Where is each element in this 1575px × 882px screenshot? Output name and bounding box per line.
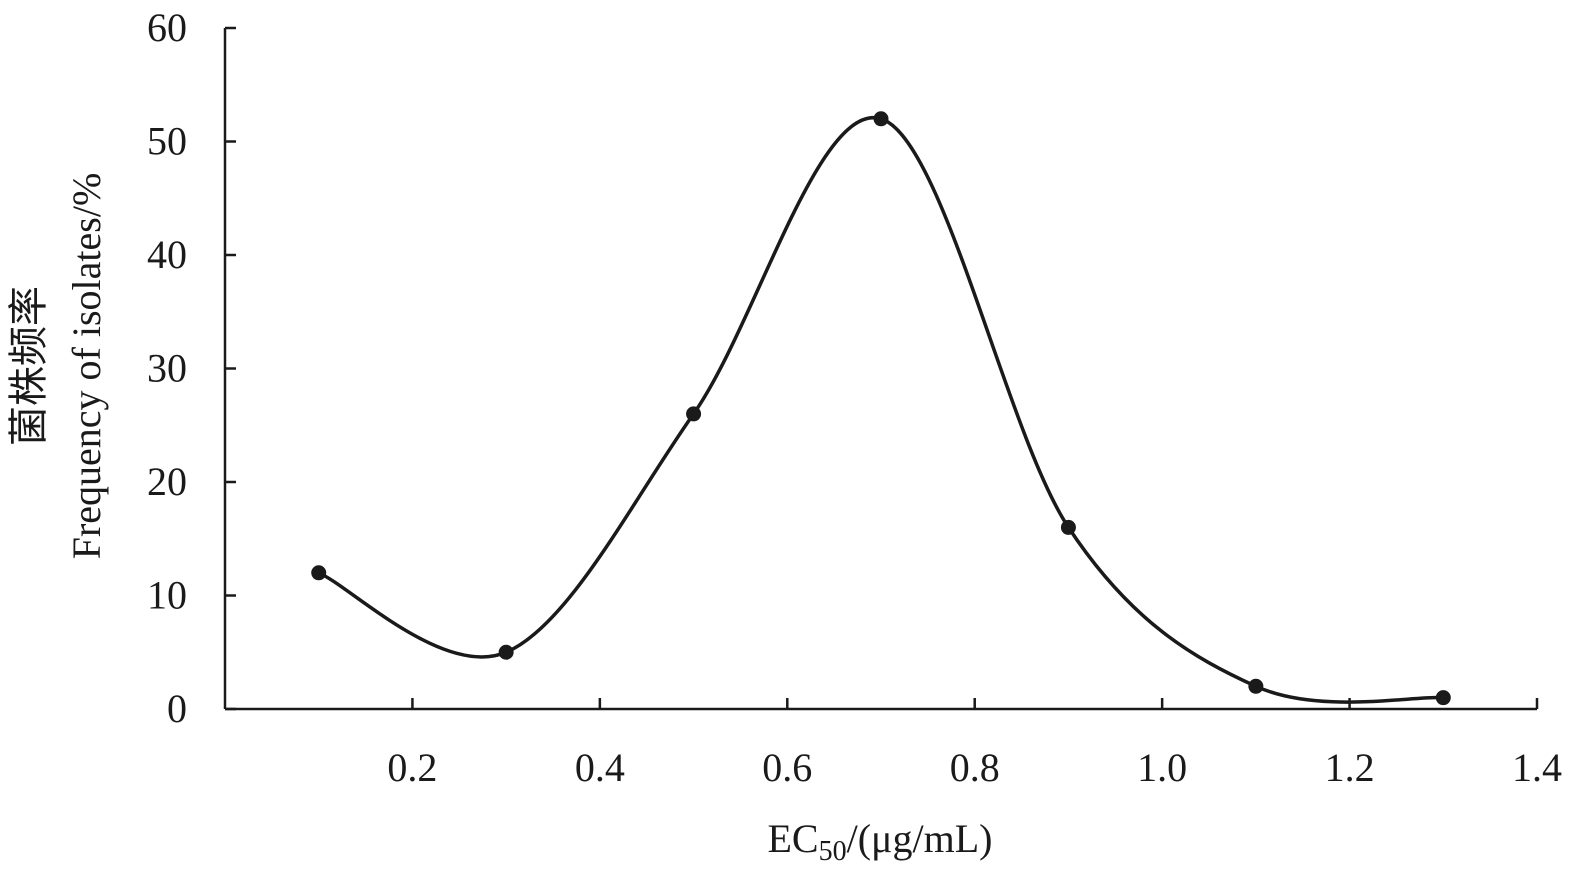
data-point <box>311 565 327 581</box>
data-point <box>1060 519 1076 535</box>
series-group <box>318 115 1444 704</box>
data-point <box>873 111 889 127</box>
data-point <box>1248 678 1264 694</box>
x-tick-label: 1.2 <box>1325 745 1375 790</box>
x-axis-title: EC50/(μg/mL) <box>768 816 993 867</box>
data-points <box>311 111 1451 706</box>
y-tick-label: 30 <box>147 346 187 391</box>
x-tick-label: 0.2 <box>387 745 437 790</box>
x-tick-label: 0.4 <box>575 745 625 790</box>
series-line <box>318 115 1444 704</box>
axes <box>223 28 1537 711</box>
x-tick-label: 1.4 <box>1512 745 1562 790</box>
x-tick-label: 1.0 <box>1137 745 1187 790</box>
y-tick-label: 60 <box>147 5 187 50</box>
x-tick-label: 0.6 <box>762 745 812 790</box>
y-axis-title-chinese: 菌株频率 <box>6 286 51 446</box>
y-ticks: 0 10 20 30 40 50 60 <box>147 5 236 731</box>
x-axis-title-suffix: /(μg/mL) <box>847 816 993 861</box>
data-point <box>498 644 514 660</box>
y-tick-label: 10 <box>147 573 187 618</box>
x-axis-title-prefix: EC <box>768 816 819 861</box>
data-point <box>1435 690 1451 706</box>
y-tick-label: 0 <box>167 686 187 731</box>
x-axis-title-subscript: 50 <box>819 836 847 867</box>
y-tick-label: 20 <box>147 459 187 504</box>
x-ticks: 0.2 0.4 0.6 0.8 1.0 1.2 1.4 <box>387 698 1562 790</box>
x-tick-label: 0.8 <box>950 745 1000 790</box>
y-tick-label: 40 <box>147 232 187 277</box>
y-axis-title-english: Frequency of isolates/% <box>64 173 109 560</box>
data-point <box>686 406 702 422</box>
y-tick-label: 50 <box>147 119 187 164</box>
